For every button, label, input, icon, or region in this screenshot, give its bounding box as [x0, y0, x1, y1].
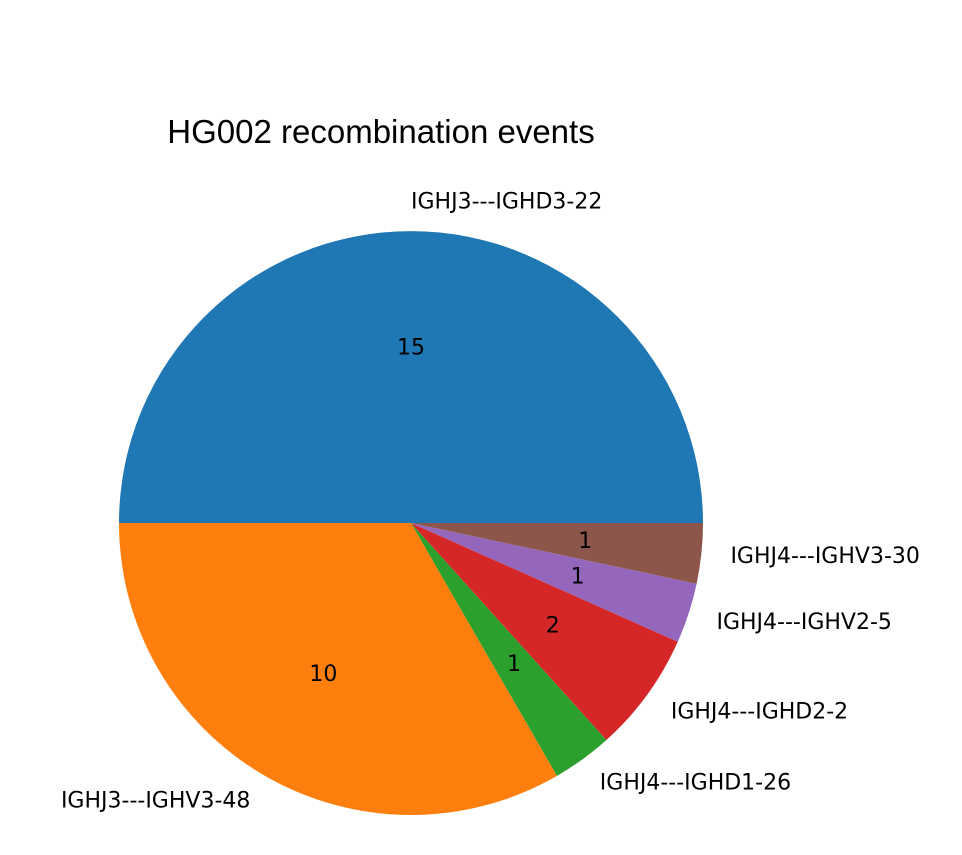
- pie-slice-ighj3-ighv3-48: [119, 523, 557, 815]
- chart-title: HG002 recombination events: [167, 113, 594, 150]
- pie-category-label: IGHJ3---IGHD3-22: [411, 189, 602, 214]
- pie-category-label: IGHJ4---IGHV3-30: [730, 544, 919, 569]
- pie-value-label: 15: [397, 335, 425, 360]
- pie-value-label: 10: [309, 662, 337, 687]
- pie-category-label: IGHJ4---IGHD1-26: [600, 770, 791, 795]
- pie-category-labels: IGHJ3---IGHD3-22 IGHJ3---IGHV3-48 IGHJ4---…: [61, 189, 920, 813]
- pie-value-label: 2: [546, 613, 560, 638]
- pie-category-label: IGHJ3---IGHV3-48: [61, 789, 250, 814]
- pie-category-label: IGHJ4---IGHD2-2: [671, 699, 848, 724]
- pie-slice-ighj4-ighv2-5: [411, 523, 697, 642]
- pie-slice-ighj4-ighv3-30: [411, 523, 703, 584]
- pie-category-label: IGHJ4---IGHV2-5: [716, 610, 891, 635]
- pie-value-label: 1: [507, 652, 521, 677]
- pie-slice-ighj4-ighd2-2: [411, 523, 678, 740]
- pie-value-label: 1: [571, 565, 585, 590]
- pie-value-label: 1: [578, 529, 592, 554]
- pie-slice-ighj3-ighd3-22: [119, 231, 703, 523]
- pie-slices: [119, 231, 703, 815]
- pie-slice-ighj4-ighd1-26: [411, 523, 607, 776]
